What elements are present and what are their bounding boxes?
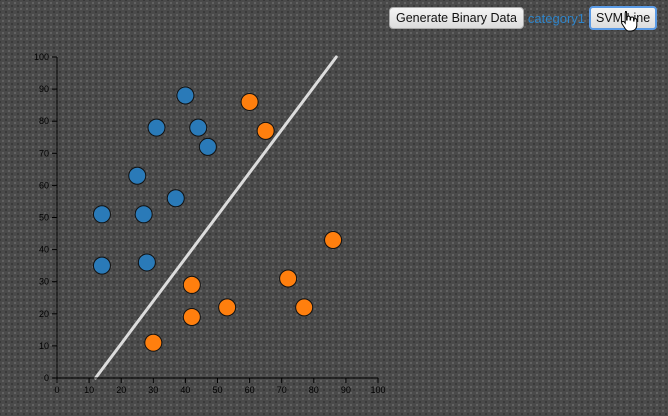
y-tick-label: 60 (39, 180, 49, 190)
x-tick-label: 80 (309, 385, 319, 395)
y-tick-label: 40 (39, 245, 49, 255)
data-point-series-1 (166, 189, 185, 208)
y-tick-label: 80 (39, 116, 49, 126)
x-tick-label: 90 (341, 385, 351, 395)
y-tick-label: 50 (39, 213, 49, 223)
data-point-series-1 (147, 118, 166, 137)
y-tick-label: 70 (39, 148, 49, 158)
data-point-series-2 (144, 333, 163, 352)
data-point-series-2 (182, 275, 201, 294)
data-point-series-2 (240, 92, 259, 111)
toolbar: Generate Binary Data category1 SVM Line (389, 6, 658, 30)
category-label[interactable]: category1 (527, 10, 585, 26)
data-point-series-2 (256, 121, 275, 140)
x-tick-label: 60 (245, 385, 255, 395)
svm-line (94, 55, 338, 380)
y-tick-label: 20 (39, 309, 49, 319)
y-tick-label: 90 (39, 84, 49, 94)
x-tick-label: 10 (84, 385, 94, 395)
x-tick-label: 40 (180, 385, 190, 395)
hand-cursor-icon (621, 11, 638, 32)
data-point-series-2 (279, 269, 298, 288)
x-tick-label: 30 (148, 385, 158, 395)
y-tick-label: 100 (34, 52, 49, 62)
y-tick-label: 10 (39, 341, 49, 351)
y-tick-label: 30 (39, 277, 49, 287)
data-point-series-1 (134, 205, 153, 224)
data-point-series-1 (137, 253, 156, 272)
data-point-series-1 (198, 137, 217, 156)
y-tick-label: 0 (44, 373, 49, 383)
data-point-series-1 (128, 166, 147, 185)
data-point-series-2 (295, 298, 314, 317)
data-point-series-2 (182, 308, 201, 327)
data-point-series-1 (92, 256, 111, 275)
x-tick-label: 20 (116, 385, 126, 395)
generate-binary-data-button[interactable]: Generate Binary Data (389, 7, 524, 29)
x-tick-label: 70 (277, 385, 287, 395)
data-point-series-1 (92, 205, 111, 224)
data-point-series-1 (189, 118, 208, 137)
x-tick-label: 0 (54, 385, 59, 395)
data-point-series-2 (218, 298, 237, 317)
x-tick-label: 50 (212, 385, 222, 395)
data-point-series-1 (176, 86, 195, 105)
x-tick-label: 100 (370, 385, 385, 395)
data-point-series-2 (324, 230, 343, 249)
